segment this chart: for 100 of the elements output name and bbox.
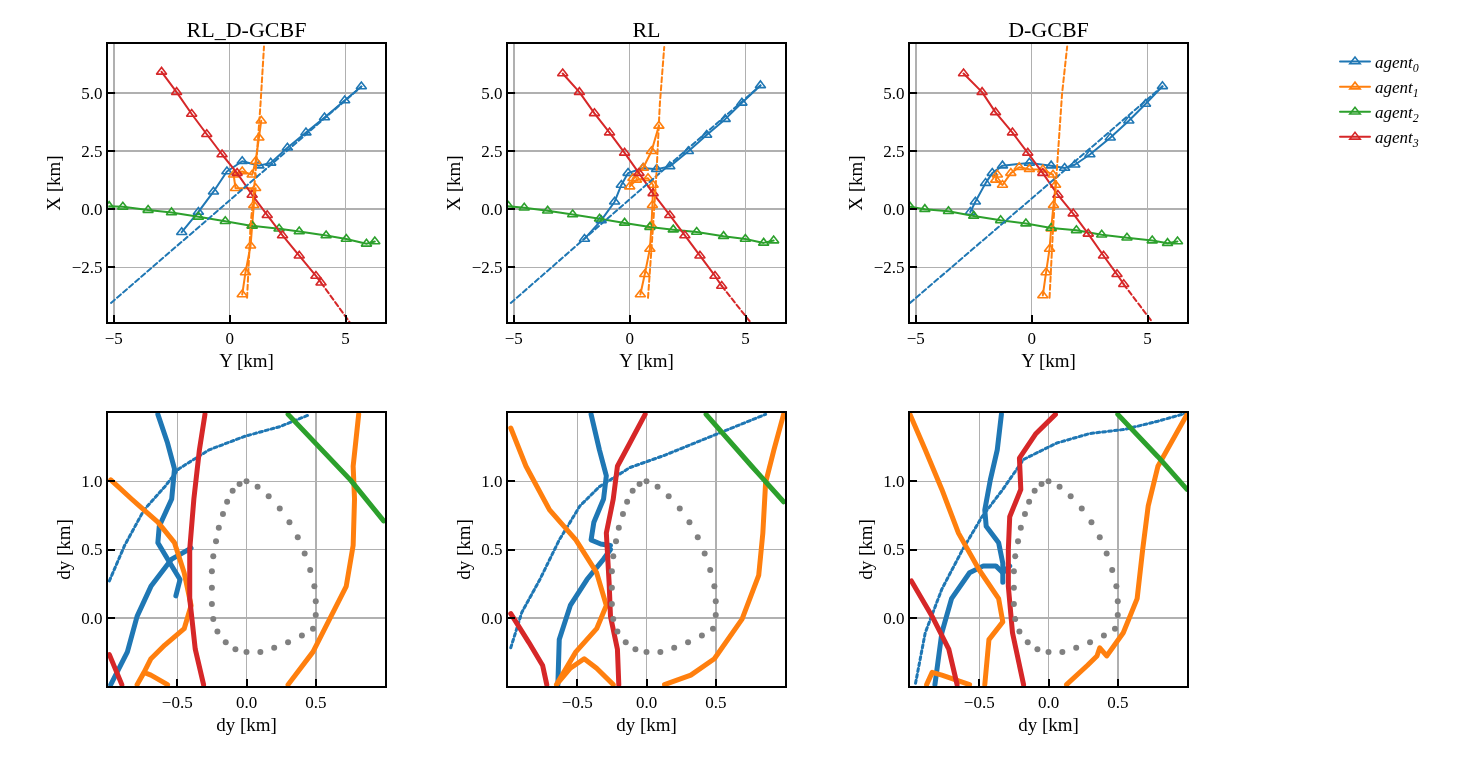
point [654, 483, 661, 490]
point [698, 632, 705, 639]
point [1051, 189, 1064, 199]
point [647, 179, 660, 189]
point [1023, 163, 1036, 173]
point [200, 128, 213, 138]
point [632, 167, 645, 177]
point [1078, 505, 1085, 512]
y-tick-label: −2.5 [71, 258, 103, 278]
point [682, 145, 695, 155]
y-axis-title: dy [km] [52, 519, 74, 580]
point [213, 538, 220, 545]
x-tick-label: 5 [741, 329, 750, 349]
y-axis-title: X [km] [443, 155, 465, 211]
point [636, 480, 643, 487]
point [1049, 179, 1062, 189]
point [573, 86, 586, 96]
point [665, 493, 672, 500]
x-tick-label: 0 [225, 329, 234, 349]
point [224, 498, 231, 505]
y-tick-label: 0.0 [481, 608, 503, 628]
point [1111, 625, 1118, 632]
point [686, 519, 693, 526]
point [1161, 237, 1174, 247]
point [626, 172, 639, 182]
x-tick-label: 0.0 [1037, 693, 1060, 713]
point [261, 209, 274, 219]
x-tick-label: −5 [504, 329, 523, 349]
x-tick-label: 0.0 [635, 693, 658, 713]
point [236, 155, 249, 165]
y-tick-label: 5.0 [81, 83, 103, 103]
point [1088, 519, 1095, 526]
point [1045, 648, 1052, 655]
point [709, 270, 721, 279]
x-axis-title: Y [km] [619, 349, 674, 371]
point [712, 598, 719, 605]
point [243, 648, 250, 655]
y-tick-label: −2.5 [873, 258, 905, 278]
y-tick-label: 2.5 [81, 141, 103, 161]
point [307, 566, 314, 573]
point [622, 639, 629, 646]
point [1059, 648, 1066, 655]
y-tick-label: −2.5 [471, 258, 503, 278]
point [1139, 98, 1152, 108]
point [629, 487, 636, 494]
x-axis-title: Y [km] [1021, 349, 1076, 371]
x-axis-title: dy [km] [1018, 713, 1079, 735]
point [208, 601, 215, 608]
point [208, 584, 215, 591]
x-tick-label: 0.5 [1107, 693, 1129, 713]
point [717, 230, 730, 240]
legend-label: agent$_{1}$ [1375, 78, 1419, 100]
point [232, 646, 239, 653]
point [1010, 584, 1017, 591]
point [979, 177, 992, 187]
point [229, 487, 236, 494]
chart-title: RL_D-GCBF [186, 17, 307, 43]
x-tick-label: −5 [906, 329, 925, 349]
y-tick-label: 0.5 [481, 540, 503, 560]
y-tick-label: 5.0 [883, 83, 905, 103]
point [208, 568, 215, 575]
point [608, 584, 615, 591]
point [619, 511, 626, 518]
point [265, 493, 272, 500]
legend-label: agent$_{3}$ [1375, 128, 1419, 151]
point [986, 167, 999, 177]
point [1016, 628, 1023, 635]
point [1010, 568, 1017, 575]
y-tick-label: 0.5 [883, 540, 905, 560]
point [214, 628, 221, 635]
y-tick-label: 5.0 [481, 83, 503, 103]
point [1103, 550, 1110, 557]
point [170, 86, 183, 96]
point [1004, 167, 1017, 177]
point [615, 524, 622, 531]
point [712, 612, 719, 619]
point [707, 566, 714, 573]
x-tick-label: 0.5 [305, 693, 327, 713]
point [918, 203, 931, 213]
point [210, 553, 217, 560]
point [615, 179, 628, 189]
x-tick-label: 0.5 [705, 693, 727, 713]
point [942, 205, 955, 215]
legend-label: agent$_{2}$ [1375, 103, 1419, 125]
point [645, 145, 658, 155]
point [622, 167, 635, 177]
point [215, 524, 222, 531]
point [249, 155, 262, 165]
x-tick-label: 5 [1143, 329, 1152, 349]
chart-title: D-GCBF [1008, 17, 1089, 43]
y-axis-title: X [km] [845, 155, 867, 211]
point [643, 648, 650, 655]
point [632, 646, 639, 653]
point [222, 639, 229, 646]
point [1015, 538, 1022, 545]
point [642, 172, 655, 182]
point [1109, 566, 1116, 573]
y-tick-label: 2.5 [883, 141, 905, 161]
point [1024, 639, 1031, 646]
point [685, 639, 692, 646]
